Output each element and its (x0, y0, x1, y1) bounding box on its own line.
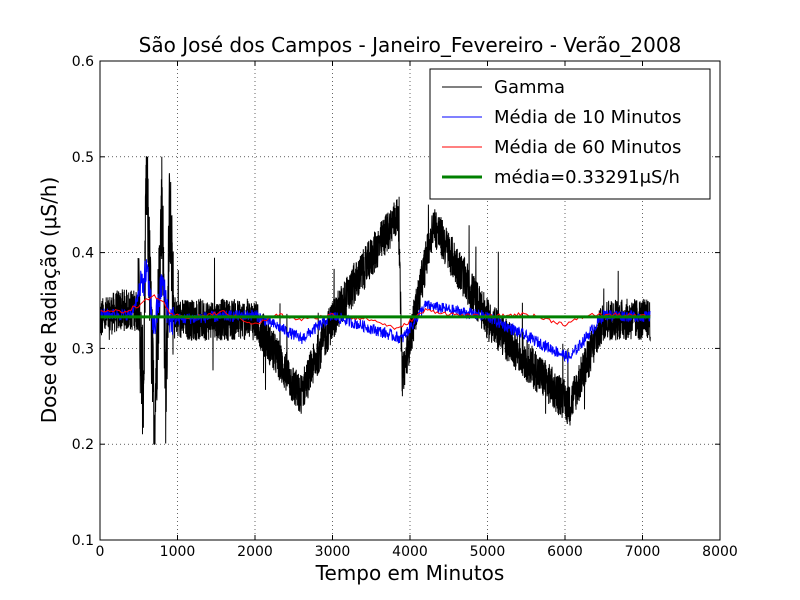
x-axis-label: Tempo em Minutos (315, 561, 505, 585)
legend-box (429, 68, 711, 200)
y-tick-label: 0.2 (72, 437, 94, 453)
x-tick-label: 4000 (392, 544, 428, 560)
y-tick-label: 0.3 (72, 341, 94, 357)
legend-label: Média de 10 Minutos (494, 107, 681, 128)
y-tick-label: 0.5 (72, 150, 94, 166)
legend-label: Gamma (494, 77, 565, 98)
y-tick-label: 0.4 (72, 246, 94, 262)
x-tick-label: 1000 (160, 544, 196, 560)
legend: Gamma Média de 10 Minutos Média de 60 Minu… (429, 68, 711, 200)
x-tick-label: 2000 (237, 544, 273, 560)
y-tick-label: 0.6 (72, 54, 94, 70)
x-tick-label: 8000 (702, 544, 738, 560)
x-tick-label: 0 (96, 544, 105, 560)
legend-label: Média de 60 Minutos (494, 137, 681, 158)
x-tick-label: 6000 (547, 544, 583, 560)
x-tick-label: 7000 (625, 544, 661, 560)
x-tick-label: 3000 (315, 544, 351, 560)
series-line-gamma (100, 156, 651, 445)
chart-title: São José dos Campos - Janeiro_Fevereiro … (138, 33, 682, 57)
legend-label: média=0.33291μS/h (494, 167, 680, 188)
y-tick-label: 0.1 (72, 533, 94, 549)
x-tick-label: 5000 (470, 544, 506, 560)
